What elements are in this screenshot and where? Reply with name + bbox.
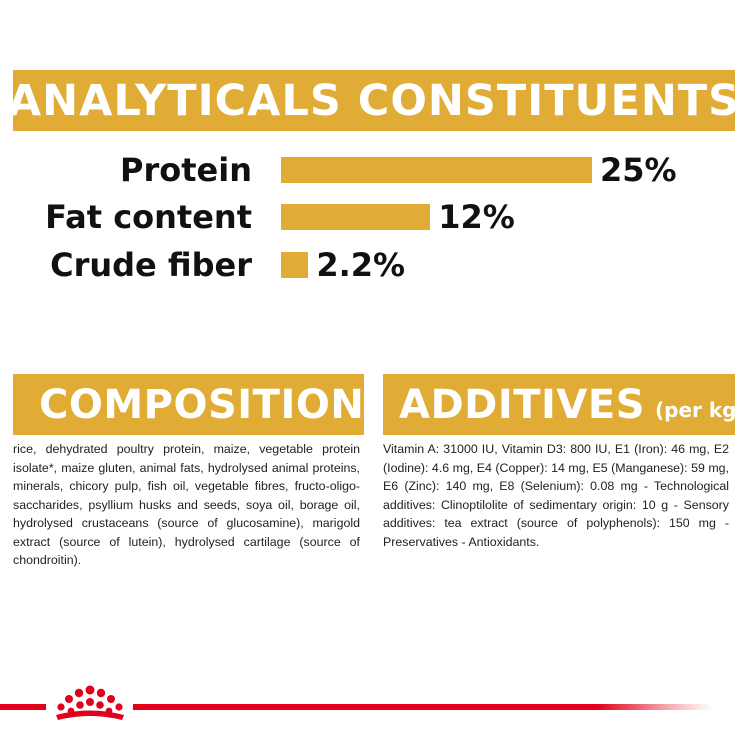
row-label: Fat content	[45, 198, 252, 236]
row-value: 2.2%	[316, 246, 406, 284]
footer-red-line-right	[133, 704, 713, 710]
row-value: 25%	[600, 151, 677, 189]
row-label: Crude fiber	[50, 246, 252, 284]
composition-header: COMPOSITION	[13, 374, 364, 435]
analytics-row-fiber: Crude fiber 2.2%	[0, 245, 744, 285]
row-bar	[281, 157, 592, 183]
additives-subtitle: (per kg)	[655, 397, 735, 422]
row-value: 12%	[438, 198, 515, 236]
royal-canin-crown-icon	[56, 685, 124, 720]
row-bar	[281, 204, 431, 230]
additives-title: ADDITIVES	[399, 381, 646, 428]
analytics-row-fat: Fat content 12%	[0, 197, 744, 237]
row-label: Protein	[120, 151, 252, 189]
composition-text: rice, dehydrated poultry protein, maize,…	[13, 442, 360, 567]
analytics-row-protein: Protein 25%	[0, 150, 744, 190]
row-bar	[281, 252, 309, 278]
analytics-banner: ANALYTICALS CONSTITUENTS	[8, 70, 739, 131]
additives-header: ADDITIVES (per kg)	[383, 374, 735, 435]
additives-text: Vitamin A: 31000 IU, Vitamin D3: 800 IU,…	[383, 442, 729, 549]
analytics-title: ANALYTICALS CONSTITUENTS	[7, 75, 741, 126]
composition-title: COMPOSITION	[39, 381, 364, 428]
footer-red-line-left	[0, 704, 46, 710]
